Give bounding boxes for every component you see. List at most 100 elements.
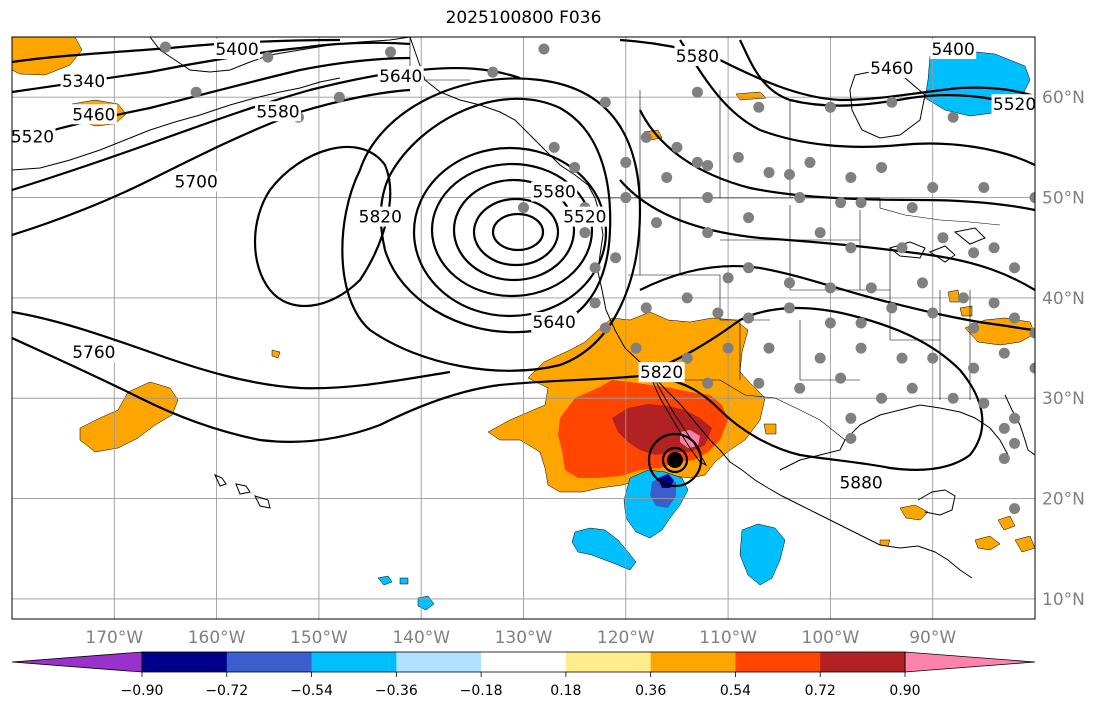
contour-label-bg (638, 362, 685, 383)
station-dot (589, 262, 601, 274)
station-dot (794, 382, 806, 394)
longitude-label: 100°W (802, 628, 860, 648)
colorbar-segment (481, 652, 567, 672)
station-dot (712, 307, 724, 319)
station-dot (804, 156, 816, 168)
station-dot (691, 156, 703, 168)
station-dot (681, 352, 693, 364)
station-dot (262, 51, 274, 63)
station-dot (988, 297, 1000, 309)
contour-label-bg (70, 342, 117, 363)
longitude-label: 120°W (597, 628, 655, 648)
station-dot (927, 182, 939, 194)
colorbar-tick-label: 0.90 (889, 683, 920, 699)
contour-label: 5640 (379, 67, 422, 87)
station-dots (159, 41, 1035, 515)
station-dot (783, 277, 795, 289)
graticule (12, 37, 1035, 619)
colorbar-segment (735, 652, 821, 672)
contour-label-bg (357, 206, 404, 227)
station-dot (732, 151, 744, 163)
station-dot (886, 96, 898, 108)
station-dot (824, 282, 836, 294)
station-dot (814, 227, 826, 239)
station-dot (886, 302, 898, 314)
station-dot (1009, 503, 1021, 515)
contour-label-bg (531, 311, 578, 332)
station-dot (783, 168, 795, 180)
station-dot (998, 347, 1010, 359)
station-dot (835, 372, 847, 384)
contour-label-bg (838, 472, 885, 493)
contour-label-bg (991, 94, 1035, 115)
colorbar-tick-label: 0.36 (635, 683, 666, 699)
station-dot (906, 202, 918, 214)
station-dot (896, 242, 908, 254)
station-dot (865, 282, 877, 294)
latitude-label: 30°N (1042, 389, 1085, 409)
station-dot (743, 212, 755, 224)
station-dot (630, 342, 642, 354)
latitude-label: 10°N (1042, 590, 1085, 610)
colorbar-tick-label: −0.36 (375, 683, 418, 699)
station-dot (743, 312, 755, 324)
station-dot (385, 46, 397, 58)
station-dot (190, 86, 202, 98)
contour-label: 5520 (563, 208, 606, 228)
station-dot (998, 422, 1010, 434)
contour-label-bg (868, 58, 915, 79)
contour-labels: 5340 5400 5400 5460 5460 5520 5520 5580 5580 5580… (12, 39, 1035, 494)
colorbar-segment (396, 652, 482, 672)
station-dot (855, 342, 867, 354)
colorbar-segment (311, 652, 397, 672)
contour-label: 5460 (72, 105, 115, 125)
contour-label: 5400 (932, 40, 975, 60)
station-dot (640, 302, 652, 314)
station-dot (855, 317, 867, 329)
station-dot (814, 352, 826, 364)
colorbar-segment (565, 652, 652, 672)
station-dot (876, 392, 888, 404)
contour-label-bg (377, 66, 424, 87)
station-dot (743, 262, 755, 274)
longitude-labels: 170°W 160°W 150°W 140°W 130°W 120°W 110°W 100°W… (85, 628, 956, 648)
station-dot (947, 392, 959, 404)
longitude-label: 130°W (495, 628, 553, 648)
station-dot (845, 432, 857, 444)
contour-label: 5820 (359, 208, 402, 228)
station-dot (1029, 192, 1035, 204)
colorbar-tick-label: −0.54 (290, 683, 333, 699)
longitude-label: 160°W (188, 628, 246, 648)
latitude-label: 20°N (1042, 490, 1085, 510)
station-dot (845, 412, 857, 424)
station-dot (845, 242, 857, 254)
contour-label: 5880 (839, 474, 882, 494)
contour-label: 5460 (870, 59, 913, 79)
contour-label-bg (12, 126, 56, 147)
station-dot (722, 272, 734, 284)
station-dot (937, 232, 949, 244)
contour-label: 5820 (640, 363, 683, 383)
colorbar-segment (820, 652, 906, 672)
contour-label: 5640 (533, 313, 576, 333)
contour-label-bg (930, 39, 977, 60)
station-dot (1009, 312, 1021, 324)
station-dot (1029, 327, 1035, 339)
station-dot (640, 131, 652, 143)
station-dot (620, 192, 632, 204)
station-dot (599, 322, 611, 334)
station-dot (579, 227, 591, 239)
longitude-label: 90°W (909, 628, 956, 648)
station-dot (998, 452, 1010, 464)
station-dot (896, 352, 908, 364)
map-title: 2025100800 F036 (445, 8, 602, 28)
longitude-label: 170°W (85, 628, 143, 648)
latitude-label: 40°N (1042, 289, 1085, 309)
station-dot (599, 96, 611, 108)
station-dot (978, 182, 990, 194)
contour-label-bg (254, 101, 301, 122)
longitude-label: 140°W (392, 628, 450, 648)
latitude-labels: 60°N 50°N 40°N 30°N 20°N 10°N (1042, 88, 1085, 610)
colorbar-extend-low (11, 651, 143, 673)
